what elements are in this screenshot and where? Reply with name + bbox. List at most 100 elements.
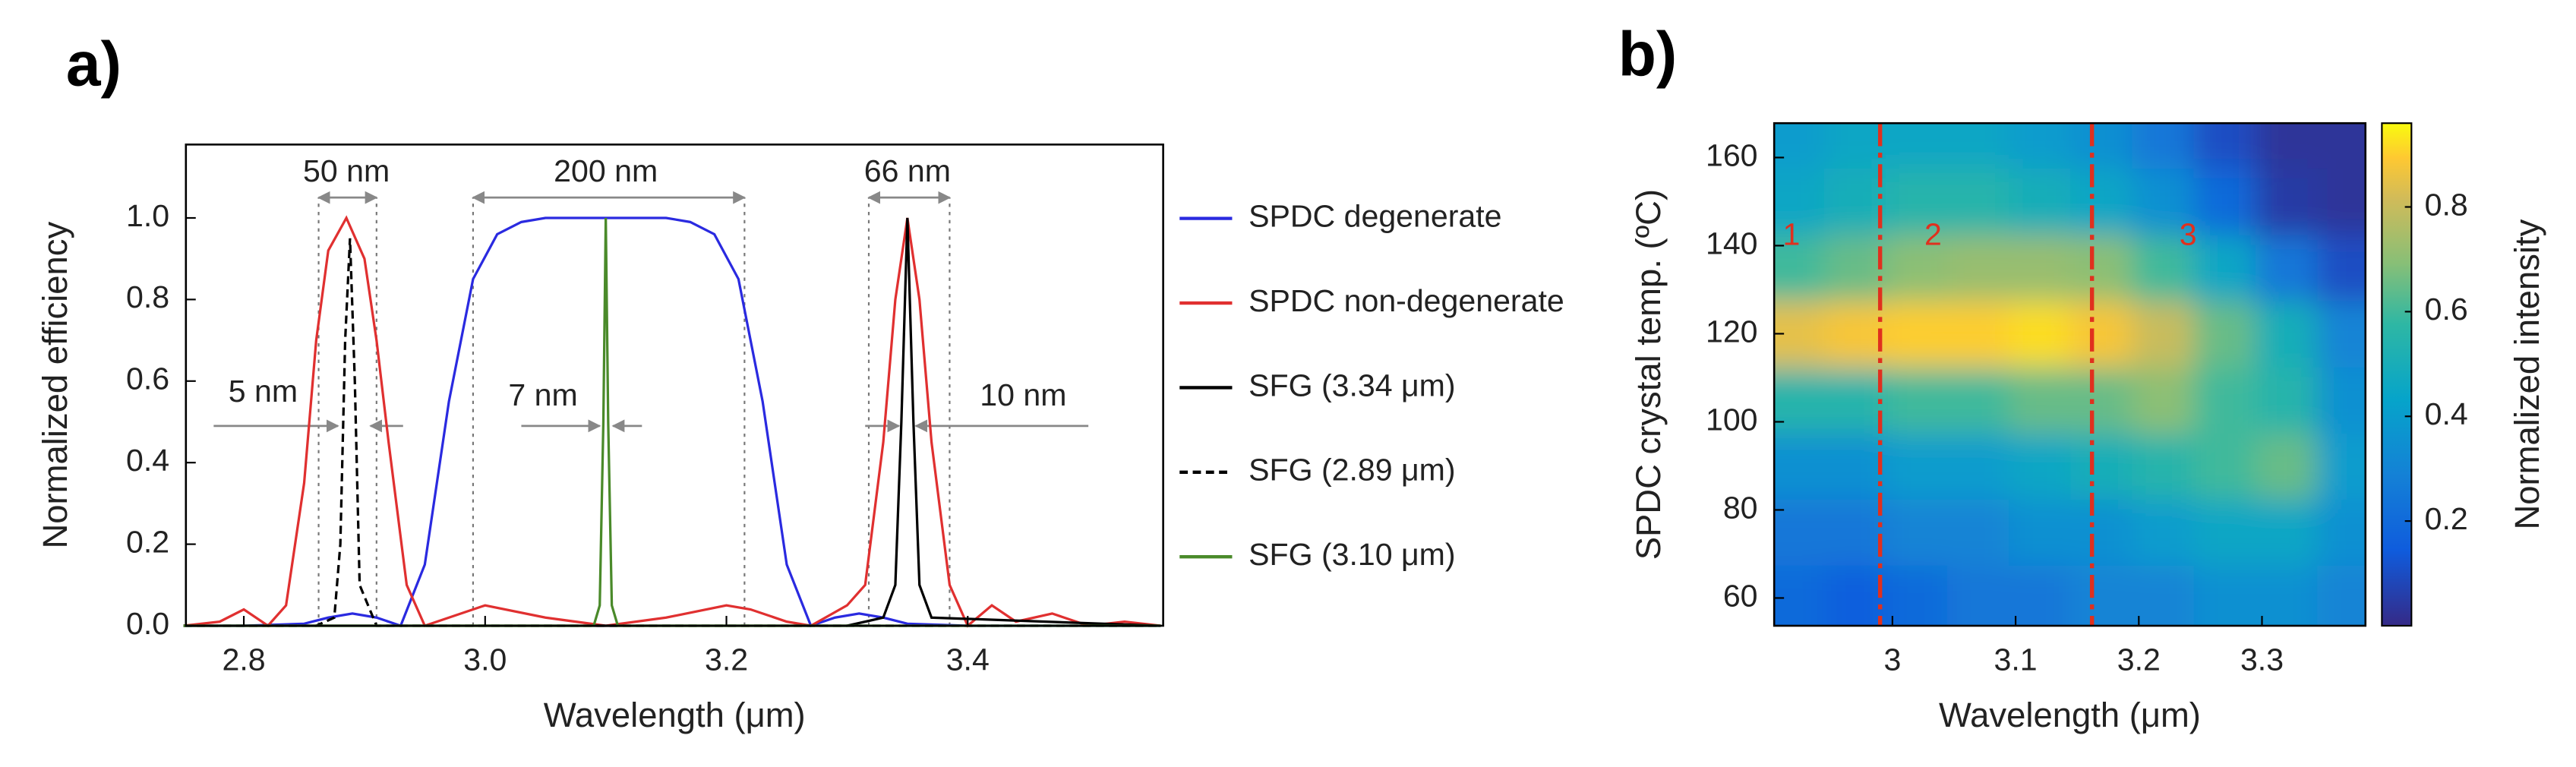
heatmap-cell: [2193, 564, 2257, 627]
heatmap-cell: [2070, 564, 2134, 627]
heatmap-cell: [1947, 564, 2010, 627]
heatmap-cell: [2193, 123, 2257, 169]
panel-label: b): [1618, 21, 1678, 90]
legend-label: SFG (3.10 μm): [1249, 537, 1455, 572]
heatmap-cell: [1947, 300, 2010, 368]
heatmap-cell: [2193, 168, 2257, 235]
annotation: 7 nm: [508, 377, 577, 412]
y-tick-label: 120: [1706, 314, 1758, 349]
heatmap-cell: [2255, 168, 2319, 235]
y-tick-label: 140: [1706, 226, 1758, 260]
heatmap-cell: [1774, 564, 1825, 627]
y-tick-label: 160: [1706, 137, 1758, 172]
region-label: 1: [1782, 217, 1800, 252]
x-tick-label: 3: [1883, 642, 1901, 677]
heatmap-cell: [2132, 366, 2196, 434]
heatmap-cell: [2009, 234, 2072, 301]
panel-label: a): [66, 30, 122, 99]
colorbar-label: Normalized intensity: [2508, 219, 2546, 529]
heatmap-cell: [2255, 366, 2319, 434]
heatmap-cell: [1823, 498, 1887, 566]
plot-frame: [185, 144, 1164, 627]
y-tick-label: 0.0: [126, 606, 169, 641]
heatmap-cell: [2317, 432, 2366, 500]
x-tick-label: 3.2: [2117, 642, 2161, 677]
annotation: 50 nm: [303, 153, 390, 188]
legend-label: SFG (2.89 μm): [1249, 453, 1455, 488]
annotation: 10 nm: [980, 377, 1066, 412]
heatmap-cell: [1774, 123, 1825, 169]
colorbar-tick-label: 0.8: [2425, 187, 2468, 222]
heatmap-cell: [1885, 432, 1949, 500]
data-line: [183, 217, 1161, 627]
heatmap-cell: [1823, 564, 1887, 627]
heatmap-cell: [2317, 564, 2366, 627]
annotation: 5 nm: [229, 374, 298, 409]
annotation: 66 nm: [864, 153, 951, 188]
heatmap-cell: [1885, 564, 1949, 627]
heatmap-cell: [1947, 432, 2010, 500]
heatmap-cell: [2317, 300, 2366, 368]
heatmap-cell: [1774, 432, 1825, 500]
y-tick-label: 0.8: [126, 279, 169, 314]
heatmap-cell: [1885, 123, 1949, 169]
heatmap-cell: [2009, 300, 2072, 368]
heatmap-cell: [2255, 300, 2319, 368]
heatmap-cell: [2255, 123, 2319, 169]
data-line: [183, 216, 1161, 628]
colorbar: [2381, 122, 2413, 627]
heatmap-cell: [2132, 234, 2196, 301]
y-tick-label: 100: [1706, 402, 1758, 437]
heatmap-cell: [1774, 168, 1825, 235]
heatmap-cell: [1885, 234, 1949, 301]
heatmap-blur: [1774, 123, 2366, 627]
heatmap-cell: [2317, 123, 2366, 169]
heatmap-cell: [1947, 498, 2010, 566]
heatmap-cell: [2255, 498, 2319, 566]
heatmap-cell: [2255, 234, 2319, 301]
x-tick-label: 3.0: [463, 642, 507, 677]
heatmap-cell: [2317, 366, 2366, 434]
heatmap-cell: [2193, 300, 2257, 368]
y-axis-label: SPDC crystal temp. (ºC): [1629, 189, 1668, 560]
heatmap-cell: [2070, 123, 2134, 169]
heatmap-cell: [1947, 366, 2010, 434]
heatmap-cell: [2255, 564, 2319, 627]
heatmap-cell: [2193, 432, 2257, 500]
x-tick-label: 3.1: [1994, 642, 2038, 677]
heatmap-cell: [2009, 564, 2072, 627]
y-tick-label: 0.6: [126, 361, 169, 396]
x-tick-label: 3.4: [946, 642, 990, 677]
heatmap-cell: [2317, 168, 2366, 235]
heatmap-cell: [1885, 498, 1949, 566]
heatmap-cell: [2132, 564, 2196, 627]
heatmap-cell: [2255, 432, 2319, 500]
heatmap-cell: [2070, 234, 2134, 301]
y-tick-label: 1.0: [126, 198, 169, 233]
colorbar-tick-label: 0.6: [2425, 292, 2468, 327]
heatmap-cell: [1823, 366, 1887, 434]
heatmap-cell: [1885, 366, 1949, 434]
plot-frame: [1773, 122, 2367, 627]
colorbar-tick-label: 0.4: [2425, 396, 2468, 431]
y-tick-label: 80: [1723, 490, 1758, 525]
heatmap-cell: [2070, 498, 2134, 566]
x-tick-label: 3.2: [705, 642, 748, 677]
data-line: [183, 215, 1161, 628]
heatmap-cell: [1823, 123, 1887, 169]
heatmap-cell: [2009, 123, 2072, 169]
heatmap-cell: [2132, 300, 2196, 368]
region-label: 2: [1924, 217, 1942, 252]
heatmap-cell: [2132, 123, 2196, 169]
heatmap-cell: [2070, 300, 2134, 368]
heatmap-cell: [1885, 168, 1949, 235]
x-axis-label: Wavelength (μm): [1939, 696, 2201, 734]
legend-label: SPDC non-degenerate: [1249, 283, 1564, 318]
y-tick-label: 0.2: [126, 524, 169, 559]
heatmap-cell: [1823, 432, 1887, 500]
annotation: 200 nm: [554, 153, 658, 188]
x-axis-label: Wavelength (μm): [544, 696, 806, 734]
heatmap-cell: [2009, 432, 2072, 500]
y-tick-label: 0.4: [126, 443, 169, 478]
